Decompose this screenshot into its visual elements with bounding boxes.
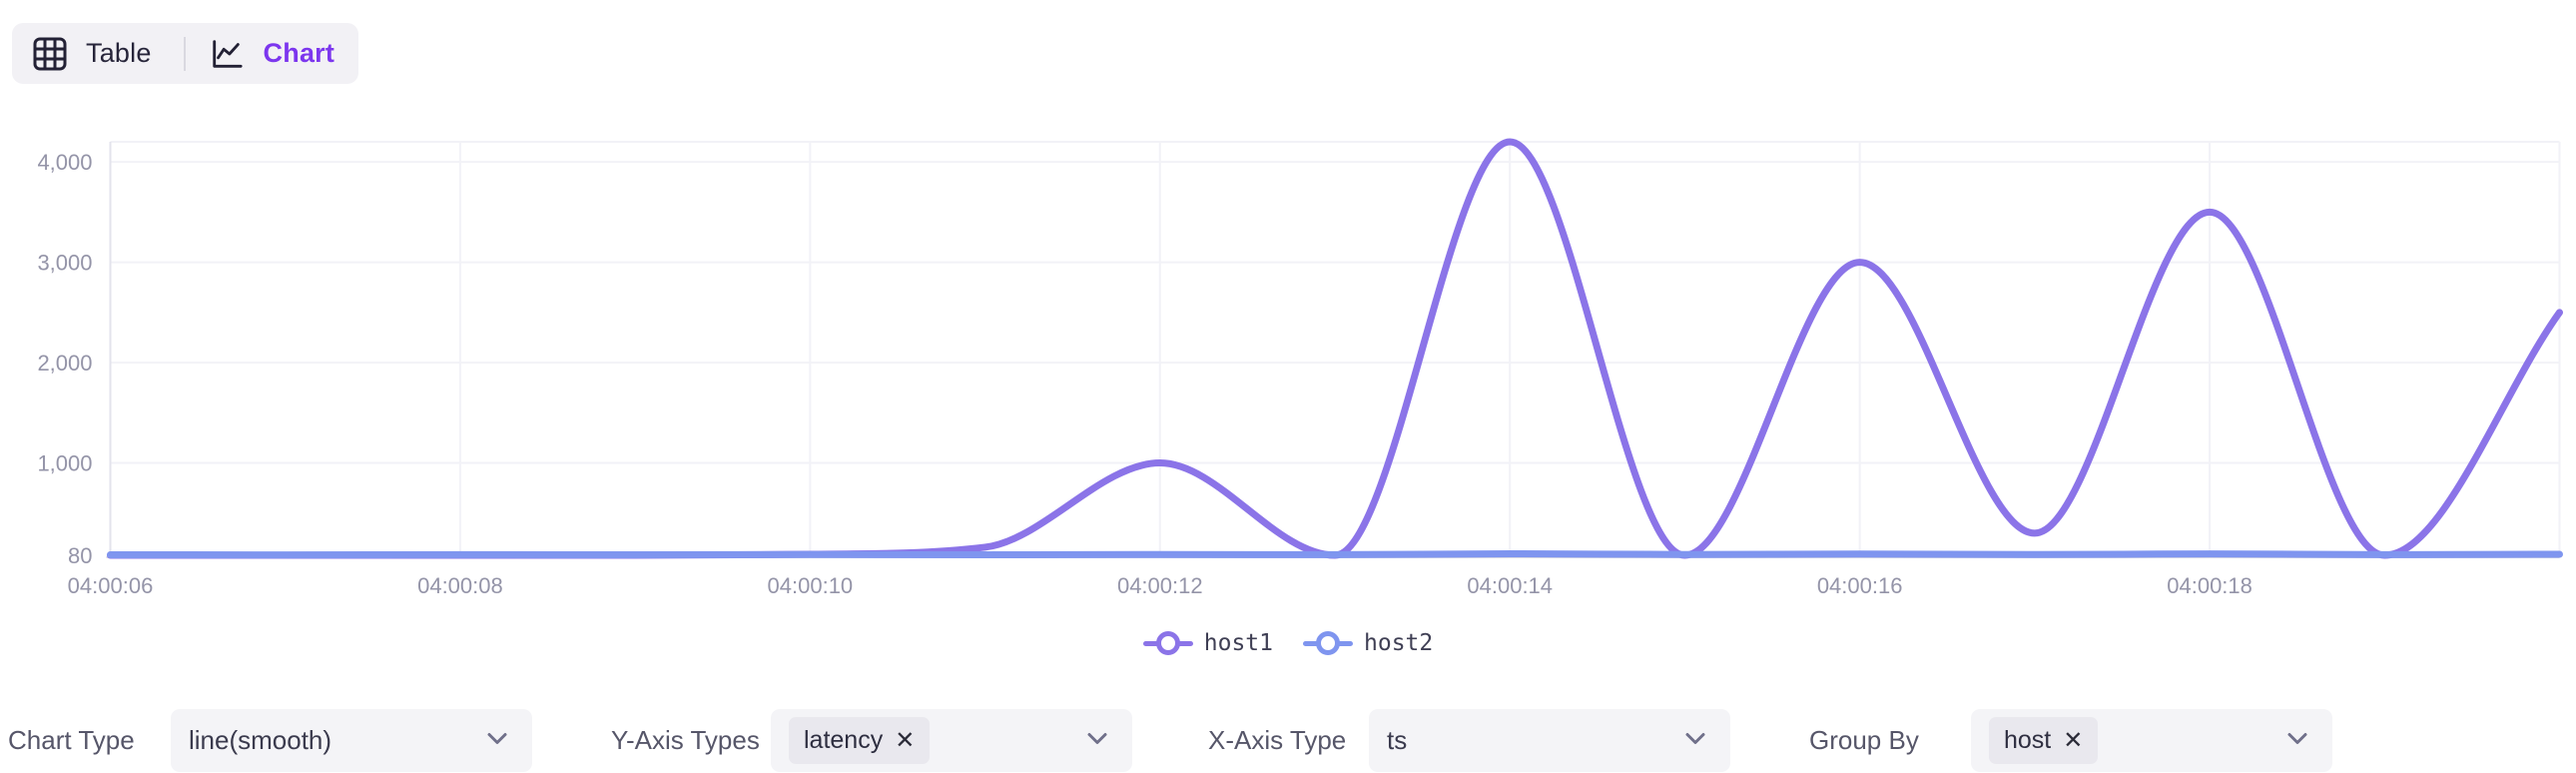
line-chart-icon bbox=[210, 37, 244, 71]
table-icon bbox=[32, 36, 68, 72]
chart-grid bbox=[110, 141, 2561, 555]
legend-label: host2 bbox=[1364, 630, 1434, 656]
x-axis-tick-label: 04:00:10 bbox=[768, 573, 854, 598]
chevron-down-icon bbox=[486, 731, 508, 750]
x-axis-tick-label: 04:00:14 bbox=[1467, 573, 1553, 598]
y-axis-tick-label: 2,000 bbox=[37, 351, 92, 376]
group-by-tag-host: host ✕ bbox=[1989, 717, 2099, 764]
legend-item-host1[interactable]: host1 bbox=[1142, 630, 1273, 656]
tag-label: latency bbox=[804, 726, 884, 754]
y-axis-types-label: Y-Axis Types bbox=[611, 725, 760, 755]
y-axis-tick-label: 1,000 bbox=[37, 451, 92, 476]
series-line-host1 bbox=[107, 138, 2563, 559]
tab-chart[interactable]: Chart bbox=[210, 37, 335, 71]
tab-table-label: Table bbox=[86, 38, 152, 68]
y-axis-tag-latency: latency ✕ bbox=[789, 717, 931, 764]
y-axis-tick-label: 3,000 bbox=[37, 251, 92, 276]
tag-label: host bbox=[2004, 726, 2052, 754]
legend-marker-host2-icon bbox=[1303, 631, 1353, 655]
y-axis-tick-label: 80 bbox=[68, 543, 92, 568]
x-axis-type-label: X-Axis Type bbox=[1208, 725, 1347, 755]
x-axis-tick-label: 04:00:18 bbox=[2167, 573, 2253, 598]
group-by-label: Group By bbox=[1809, 725, 1919, 755]
y-axis-tick-label: 4,000 bbox=[37, 150, 92, 175]
chart-type-value: line(smooth) bbox=[189, 725, 332, 755]
view-toggle: Table Chart bbox=[12, 23, 359, 84]
x-axis-tick-label: 04:00:06 bbox=[68, 573, 154, 598]
chart-legend: host1 host2 bbox=[0, 630, 2576, 656]
remove-tag-icon[interactable]: ✕ bbox=[895, 726, 916, 754]
chart-type-label: Chart Type bbox=[8, 725, 135, 755]
chart-config-bar: Chart Type line(smooth) Y-Axis Types lat… bbox=[0, 695, 2576, 773]
legend-marker-host1-icon bbox=[1142, 631, 1193, 655]
toggle-divider bbox=[183, 36, 186, 71]
x-axis-type-value: ts bbox=[1387, 725, 1408, 755]
y-axis-types-select[interactable]: latency ✕ bbox=[771, 709, 1132, 772]
chart-type-select[interactable]: line(smooth) bbox=[171, 709, 532, 772]
legend-label: host1 bbox=[1203, 630, 1273, 656]
x-axis-tick-label: 04:00:08 bbox=[417, 573, 503, 598]
remove-tag-icon[interactable]: ✕ bbox=[2063, 726, 2084, 754]
group-by-select[interactable]: host ✕ bbox=[1971, 709, 2332, 772]
x-axis-tick-label: 04:00:12 bbox=[1117, 573, 1203, 598]
chevron-down-icon bbox=[1086, 731, 1108, 750]
tab-table[interactable]: Table bbox=[32, 36, 152, 72]
series-line-host2 bbox=[107, 549, 2563, 559]
tab-chart-label: Chart bbox=[263, 38, 335, 68]
chevron-down-icon bbox=[2286, 731, 2308, 750]
line-chart-plot: 80 1,000 2,000 3,000 4,000 04:00:06 04:00:08 04… bbox=[37, 138, 2563, 598]
chevron-down-icon bbox=[1684, 731, 1706, 750]
x-axis-type-select[interactable]: ts bbox=[1369, 709, 1730, 772]
legend-item-host2[interactable]: host2 bbox=[1303, 630, 1433, 656]
x-axis-tick-label: 04:00:16 bbox=[1817, 573, 1903, 598]
